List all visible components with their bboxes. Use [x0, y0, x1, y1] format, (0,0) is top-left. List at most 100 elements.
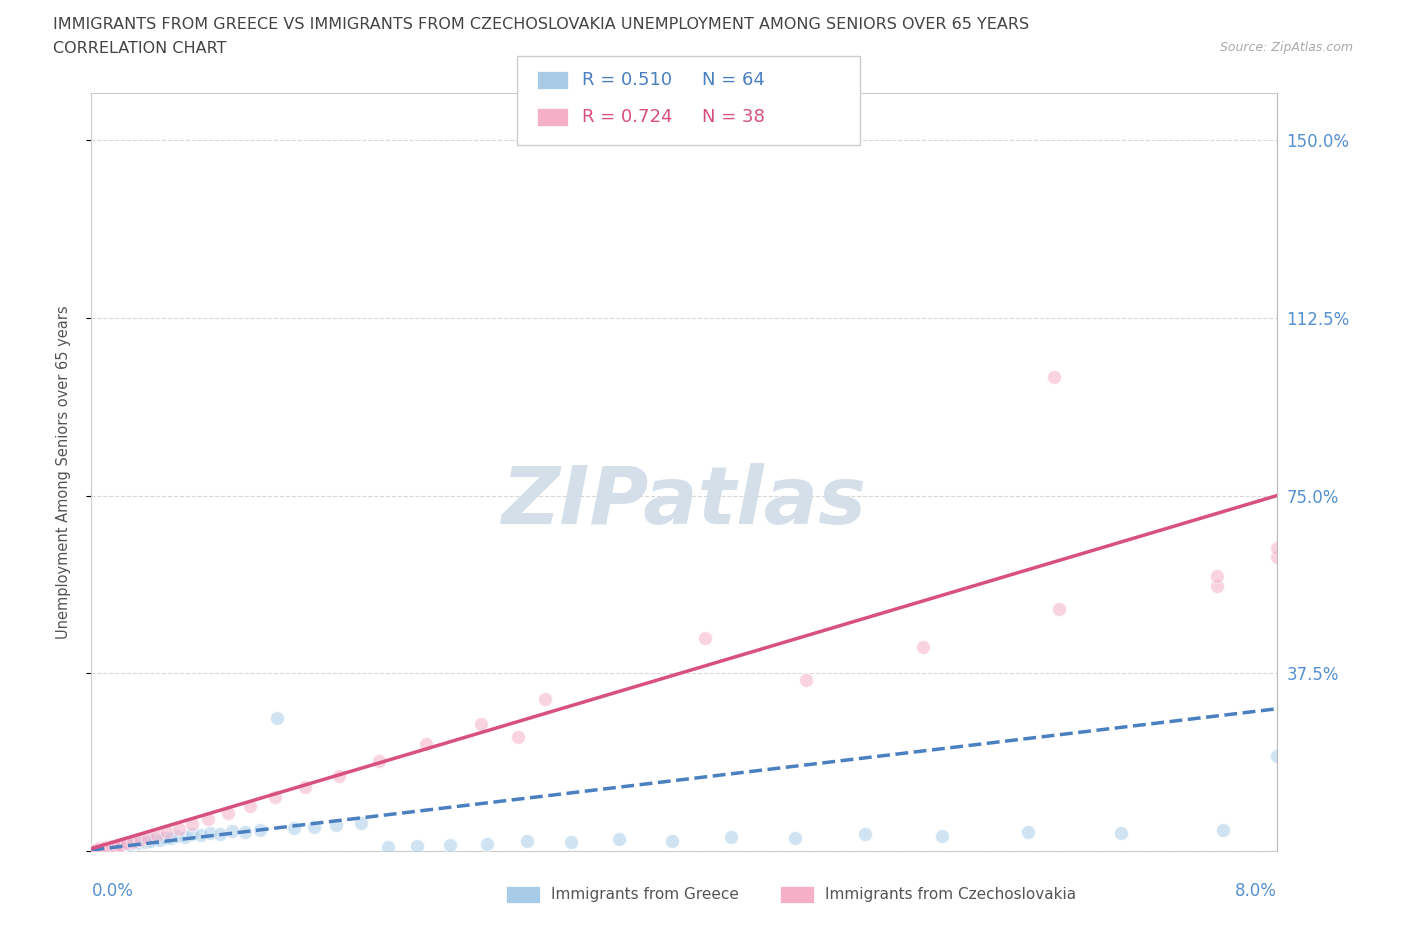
- Point: [91, 841, 114, 856]
- Point: [86, 841, 108, 856]
- Point: [128, 835, 150, 850]
- Point: [136, 833, 159, 848]
- Point: [853, 827, 876, 842]
- Text: 8.0%: 8.0%: [1234, 882, 1277, 899]
- Text: R = 0.724: R = 0.724: [582, 108, 672, 126]
- Point: [661, 833, 683, 848]
- Point: [367, 753, 389, 768]
- Point: [167, 821, 190, 836]
- Point: [101, 838, 124, 853]
- Point: [221, 824, 243, 839]
- Text: IMMIGRANTS FROM GREECE VS IMMIGRANTS FROM CZECHOSLOVAKIA UNEMPLOYMENT AMONG SENI: IMMIGRANTS FROM GREECE VS IMMIGRANTS FRO…: [53, 17, 1029, 32]
- Point: [91, 841, 114, 856]
- Point: [136, 830, 159, 845]
- Point: [115, 837, 138, 852]
- Point: [235, 825, 257, 840]
- Point: [101, 839, 124, 854]
- Point: [607, 831, 630, 846]
- Point: [112, 836, 135, 851]
- Point: [720, 830, 742, 844]
- Point: [1265, 540, 1288, 555]
- Point: [145, 828, 167, 843]
- Point: [173, 830, 195, 844]
- Point: [1206, 569, 1229, 584]
- Point: [264, 790, 287, 804]
- Point: [1265, 749, 1288, 764]
- Point: [105, 839, 128, 854]
- Point: [122, 834, 145, 849]
- Point: [107, 837, 129, 852]
- Point: [118, 837, 141, 852]
- Point: [96, 840, 118, 855]
- Point: [328, 768, 350, 783]
- Point: [209, 827, 232, 842]
- Point: [155, 830, 177, 845]
- Point: [83, 842, 105, 857]
- Point: [160, 830, 183, 845]
- Point: [108, 837, 131, 852]
- Point: [249, 822, 271, 837]
- Point: [190, 828, 212, 843]
- Point: [439, 838, 461, 853]
- Point: [415, 737, 437, 751]
- Text: R = 0.510: R = 0.510: [582, 71, 672, 89]
- Point: [516, 834, 538, 849]
- Point: [143, 831, 166, 846]
- Point: [197, 812, 219, 827]
- Point: [125, 835, 148, 850]
- Point: [110, 838, 132, 853]
- Point: [294, 780, 316, 795]
- Point: [96, 839, 118, 854]
- Text: CORRELATION CHART: CORRELATION CHART: [53, 41, 226, 56]
- Point: [93, 841, 115, 856]
- Point: [239, 799, 262, 814]
- Point: [785, 830, 807, 845]
- Point: [86, 842, 108, 857]
- Y-axis label: Unemployment Among Seniors over 65 years: Unemployment Among Seniors over 65 years: [56, 305, 70, 639]
- Point: [98, 839, 121, 854]
- Point: [122, 836, 145, 851]
- Point: [217, 805, 239, 820]
- Point: [794, 673, 817, 688]
- Text: Immigrants from Greece: Immigrants from Greece: [551, 887, 740, 902]
- Point: [1212, 822, 1234, 837]
- Point: [87, 842, 110, 857]
- Point: [103, 839, 125, 854]
- Text: Immigrants from Czechoslovakia: Immigrants from Czechoslovakia: [825, 887, 1077, 902]
- Point: [931, 829, 953, 844]
- Point: [90, 842, 112, 857]
- Point: [302, 820, 325, 835]
- Point: [110, 838, 132, 853]
- Point: [911, 640, 934, 655]
- Point: [131, 834, 153, 849]
- Point: [1047, 602, 1070, 617]
- Point: [693, 631, 716, 645]
- Point: [406, 839, 429, 854]
- Point: [107, 838, 129, 853]
- Point: [181, 827, 204, 842]
- Point: [139, 833, 162, 848]
- Point: [89, 840, 111, 855]
- Point: [350, 815, 373, 830]
- Point: [560, 835, 582, 850]
- Point: [115, 836, 138, 851]
- Point: [100, 840, 122, 855]
- Point: [533, 692, 555, 707]
- Point: [148, 832, 170, 847]
- Point: [98, 840, 121, 855]
- Point: [1017, 825, 1039, 840]
- Point: [1043, 370, 1066, 385]
- Point: [104, 838, 127, 853]
- Text: ZIPatlas: ZIPatlas: [502, 463, 866, 541]
- Point: [129, 832, 152, 847]
- Point: [470, 716, 492, 731]
- Point: [266, 711, 288, 725]
- Point: [198, 826, 221, 841]
- Text: N = 38: N = 38: [702, 108, 765, 126]
- Point: [181, 817, 204, 831]
- Point: [1206, 578, 1229, 593]
- Text: Source: ZipAtlas.com: Source: ZipAtlas.com: [1219, 41, 1353, 54]
- Point: [97, 841, 120, 856]
- Point: [83, 843, 105, 857]
- Point: [166, 829, 188, 844]
